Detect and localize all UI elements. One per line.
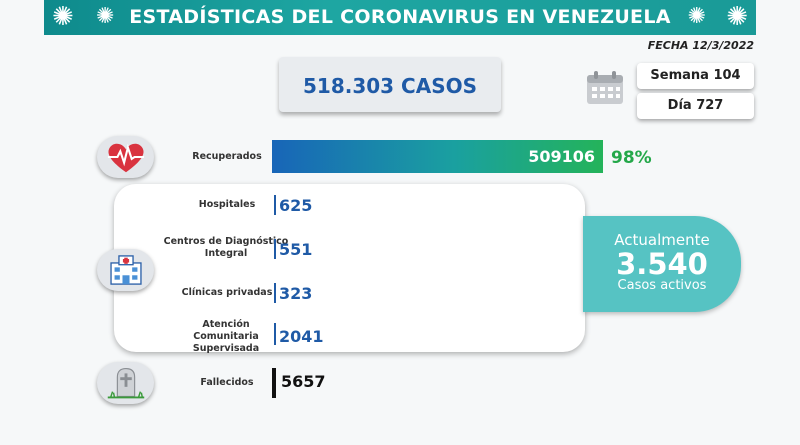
grave-icon xyxy=(107,368,145,399)
virus-icon: ✺ xyxy=(52,2,74,32)
header-banner: ✺ ✺ ESTADÍSTICAS DEL CORONAVIRUS EN VENE… xyxy=(44,0,756,35)
virus-icon: ✺ xyxy=(96,4,115,29)
active-cases-caption: Actualmente xyxy=(614,231,710,249)
recovered-percent: 98% xyxy=(611,148,652,168)
day-badge: Día 727 xyxy=(637,93,754,119)
recovered-bar-track: 509106 xyxy=(272,140,603,173)
deaths-value: 5657 xyxy=(281,372,326,391)
private-clinics-value: 323 xyxy=(279,284,313,303)
community-care-label: Atención Comunitaria Supervisada xyxy=(192,319,260,354)
hospital-icon xyxy=(110,255,142,285)
active-cases-value: 3.540 xyxy=(616,247,708,281)
recovered-icon-pill xyxy=(97,136,154,178)
hospitalization-panel xyxy=(114,184,585,352)
page-title: ESTADÍSTICAS DEL CORONAVIRUS EN VENEZUEL… xyxy=(129,6,671,28)
community-care-value: 2041 xyxy=(279,327,324,346)
week-badge: Semana 104 xyxy=(637,63,754,89)
cdi-label: Centros de Diagnóstico Integral xyxy=(163,236,289,259)
active-cases-label: Casos activos xyxy=(617,278,707,293)
heart-icon xyxy=(107,143,145,173)
deaths-bar xyxy=(272,368,276,398)
community-care-bar xyxy=(274,323,276,345)
cdi-value: 551 xyxy=(279,240,313,259)
report-date: FECHA 12/3/2022 xyxy=(647,39,754,52)
calendar-icon xyxy=(587,71,623,104)
deaths-label: Fallecidos xyxy=(200,377,254,388)
cdi-bar xyxy=(274,239,276,259)
private-clinics-label: Clínicas privadas xyxy=(181,287,273,298)
virus-icon: ✺ xyxy=(687,4,706,29)
virus-icon: ✺ xyxy=(726,2,748,32)
hospital-icon-pill xyxy=(97,249,154,291)
deaths-icon-pill xyxy=(97,362,154,404)
total-cases-box: 518.303 CASOS xyxy=(279,57,501,112)
hospitals-bar xyxy=(274,195,276,215)
active-cases-box: Actualmente 3.540 Casos activos xyxy=(583,216,741,312)
hospitals-label: Hospitales xyxy=(198,199,256,210)
recovered-value: 509106 xyxy=(528,147,595,166)
hospitals-value: 625 xyxy=(279,196,313,215)
recovered-label: Recuperados xyxy=(192,151,262,162)
total-cases-value: 518.303 CASOS xyxy=(302,74,478,98)
private-clinics-bar xyxy=(274,283,276,303)
recovered-bar: 509106 xyxy=(272,140,603,173)
